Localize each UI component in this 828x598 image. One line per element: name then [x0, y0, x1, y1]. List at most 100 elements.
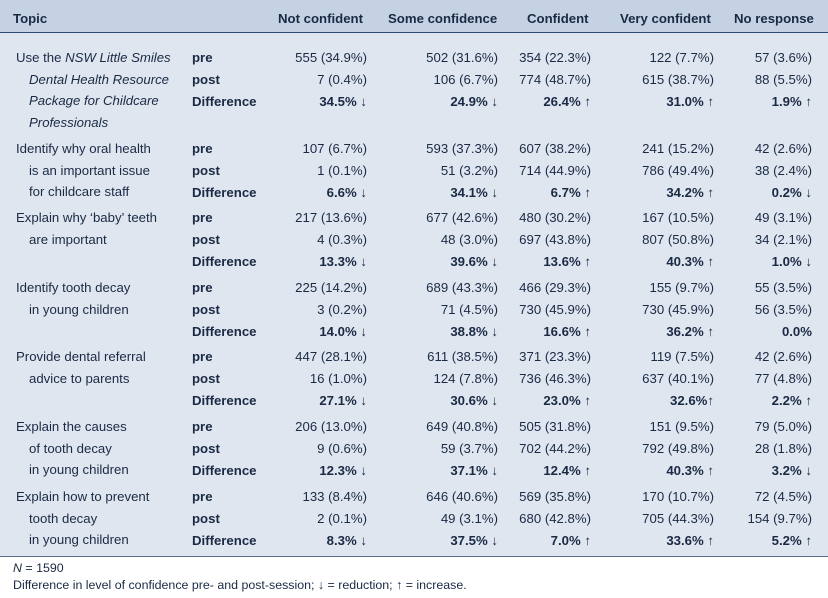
table-cell: 354 (22.3%)	[519, 50, 591, 65]
topic-text: Dental Health Resource	[29, 71, 170, 87]
table-cell: 241 (15.2%)	[642, 141, 714, 156]
table-cell: 26.4% ↑	[543, 94, 591, 109]
table-cell: 502 (31.6%)	[426, 50, 498, 65]
table-cell: 33.6% ↑	[666, 533, 714, 548]
table-cell: 28 (1.8%)	[754, 441, 812, 456]
table-cell: 4 (0.3%)	[317, 232, 367, 247]
table-cell: 206 (13.0%)	[295, 419, 367, 434]
topic-line: Identify tooth decay	[16, 280, 130, 296]
table-cell: 13.3% ↓	[319, 254, 367, 269]
row-label: Difference	[192, 533, 257, 548]
table-cell: 71 (4.5%)	[440, 302, 498, 317]
table-cell: 155 (9.7%)	[649, 280, 714, 295]
topic-line: for childcare staff	[29, 184, 129, 200]
table-cell: 79 (5.0%)	[754, 419, 812, 434]
table-cell: 466 (29.3%)	[519, 280, 591, 295]
table-cell: 646 (40.6%)	[426, 489, 498, 504]
table-cell: 9 (0.6%)	[317, 441, 367, 456]
topic-text: advice to parents	[29, 370, 130, 386]
table-cell: 34 (2.1%)	[754, 232, 812, 247]
table-cell: 8.3% ↓	[326, 533, 367, 548]
table-cell: 31.0% ↑	[666, 94, 714, 109]
table-cell: 133 (8.4%)	[302, 489, 367, 504]
row-label: post	[192, 72, 220, 87]
table-cell: 34.2% ↑	[666, 185, 714, 200]
topic-line: Provide dental referral	[16, 349, 146, 365]
table-cell: 2 (0.1%)	[317, 511, 367, 526]
table-cell: 106 (6.7%)	[433, 72, 498, 87]
row-label: Difference	[192, 94, 257, 109]
table-cell: 40.3% ↑	[666, 463, 714, 478]
table-cell: 593 (37.3%)	[426, 141, 498, 156]
topic-text: NSW Little Smiles	[65, 50, 171, 65]
table-cell: 1 (0.1%)	[317, 163, 367, 178]
topic-text: are important	[29, 231, 107, 247]
column-header: Confident	[527, 11, 589, 26]
table-cell: 12.4% ↑	[543, 463, 591, 478]
row-label: pre	[192, 141, 213, 156]
table-cell: 55 (3.5%)	[754, 280, 812, 295]
topic-line: Package for Childcare	[29, 93, 159, 109]
table-cell: 14.0% ↓	[319, 324, 367, 339]
row-label: post	[192, 511, 220, 526]
table-cell: 569 (35.8%)	[519, 489, 591, 504]
table-cell: 611 (38.5%)	[427, 349, 498, 364]
column-header: Some confidence	[388, 11, 498, 26]
table-cell: 730 (45.9%)	[519, 302, 591, 317]
table-cell: 689 (43.3%)	[426, 280, 498, 295]
table-cell: 72 (4.5%)	[754, 489, 812, 504]
table-cell: 38 (2.4%)	[754, 163, 812, 178]
topic-text: Use the	[16, 50, 66, 65]
column-header: Topic	[13, 11, 48, 26]
n-symbol: N	[13, 561, 22, 575]
table-cell: 555 (34.9%)	[295, 50, 367, 65]
topic-text: Explain how to prevent	[16, 489, 150, 504]
table-panel	[0, 0, 828, 557]
table-cell: 680 (42.8%)	[519, 511, 591, 526]
topic-text: Explain the causes	[16, 419, 127, 434]
table-cell: 2.2% ↑	[771, 393, 812, 408]
table-cell: 480 (30.2%)	[519, 210, 591, 225]
table-cell: 122 (7.7%)	[649, 50, 714, 65]
topic-line: in young children	[29, 532, 129, 548]
table-cell: 57 (3.6%)	[754, 50, 812, 65]
table-cell: 39.6% ↓	[450, 254, 498, 269]
table-cell: 225 (14.2%)	[295, 280, 367, 295]
row-label: pre	[192, 349, 213, 364]
table-cell: 170 (10.7%)	[642, 489, 714, 504]
table-cell: 49 (3.1%)	[754, 210, 812, 225]
row-label: Difference	[192, 185, 257, 200]
column-header: Not confident	[278, 11, 363, 26]
topic-text: Provide dental referral	[16, 349, 146, 364]
table-cell: 48 (3.0%)	[440, 232, 498, 247]
table-cell: 12.3% ↓	[319, 463, 367, 478]
table-cell: 32.6%↑	[670, 393, 714, 408]
topic-line: Explain how to prevent	[16, 489, 149, 505]
topic-text: of tooth decay	[29, 440, 112, 456]
row-label: post	[192, 232, 220, 247]
table-cell: 77 (4.8%)	[754, 371, 812, 386]
table-cell: 124 (7.8%)	[433, 371, 498, 386]
row-label: pre	[192, 210, 213, 225]
table-cell: 56 (3.5%)	[754, 302, 812, 317]
table-cell: 34.5% ↓	[319, 94, 367, 109]
table-cell: 447 (28.1%)	[295, 349, 367, 364]
table-cell: 697 (43.8%)	[519, 232, 591, 247]
topic-text: in young children	[29, 462, 129, 477]
table-cell: 42 (2.6%)	[754, 349, 812, 364]
table-cell: 88 (5.5%)	[754, 72, 812, 87]
table-cell: 702 (44.2%)	[519, 441, 591, 456]
table-cell: 217 (13.6%)	[295, 210, 367, 225]
topic-line: of tooth decay	[29, 441, 112, 457]
table-cell: 607 (38.2%)	[519, 141, 591, 156]
table-header	[0, 0, 828, 33]
row-label: post	[192, 371, 220, 386]
row-label: pre	[192, 50, 213, 65]
topic-line: Explain the causes	[16, 419, 127, 435]
table-cell: 371 (23.3%)	[519, 349, 591, 364]
table-cell: 649 (40.8%)	[426, 419, 498, 434]
table-cell: 774 (48.7%)	[519, 72, 591, 87]
sample-size-note: N = 1590	[13, 560, 64, 576]
row-label: Difference	[192, 254, 257, 269]
topic-line: is an important issue	[29, 163, 150, 179]
